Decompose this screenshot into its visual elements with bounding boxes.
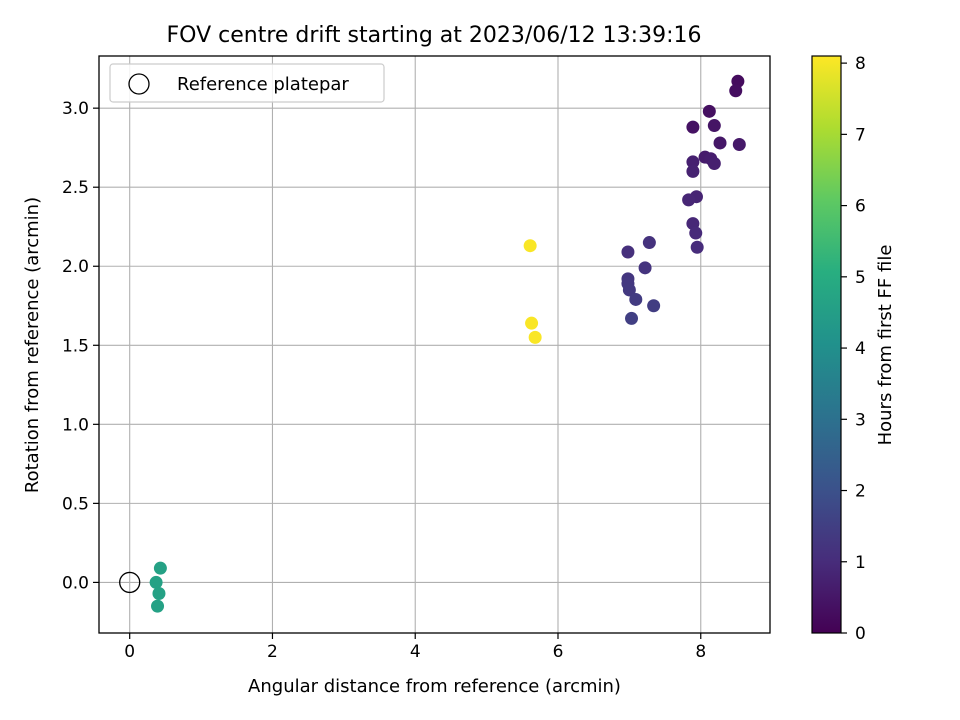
x-tick-label: 6 bbox=[553, 642, 564, 662]
data-point bbox=[621, 245, 635, 259]
data-point bbox=[713, 136, 727, 150]
data-point bbox=[690, 240, 704, 254]
colorbar-ticks: 0 1 2 3 4 5 6 7 8 bbox=[841, 54, 866, 644]
colorbar-tick-label: 1 bbox=[855, 553, 866, 573]
y-axis-label: Rotation from reference (arcmin) bbox=[22, 197, 43, 493]
data-point bbox=[707, 156, 721, 170]
plot-frame bbox=[98, 55, 771, 634]
x-tick-label: 8 bbox=[695, 642, 706, 662]
x-axis-label: Angular distance from reference (arcmin) bbox=[248, 676, 621, 697]
y-tick-label: 1.5 bbox=[62, 336, 89, 356]
data-point bbox=[707, 119, 721, 133]
data-point bbox=[152, 586, 166, 600]
x-tick-label: 0 bbox=[124, 642, 135, 662]
grid bbox=[99, 56, 770, 633]
colorbar-gradient bbox=[811, 55, 842, 634]
x-tick-label: 4 bbox=[410, 642, 421, 662]
data-point bbox=[689, 226, 703, 240]
data-point bbox=[647, 299, 661, 313]
data-point bbox=[642, 236, 656, 250]
colorbar-tick-label: 2 bbox=[855, 482, 866, 502]
colorbar-tick-label: 3 bbox=[855, 410, 866, 430]
x-tick-label: 2 bbox=[267, 642, 278, 662]
legend-box bbox=[109, 63, 385, 103]
colorbar-label: Hours from first FF file bbox=[875, 245, 896, 446]
legend-marker bbox=[128, 73, 150, 95]
y-tick-label: 0.0 bbox=[62, 573, 89, 593]
legend-entry: Reference platepar bbox=[177, 74, 349, 95]
data-point bbox=[682, 193, 696, 207]
reference-platepar-marker bbox=[119, 571, 141, 594]
colorbar-tick-label: 8 bbox=[855, 54, 866, 74]
colorbar-tick-label: 7 bbox=[855, 125, 866, 145]
legend: Reference platepar bbox=[109, 63, 385, 103]
data-point bbox=[702, 104, 716, 118]
x-axis-ticks: 0 2 4 6 8 bbox=[124, 633, 706, 662]
y-tick-label: 2.0 bbox=[62, 257, 89, 277]
data-point bbox=[622, 283, 636, 297]
colorbar: 0 1 2 3 4 5 6 7 8 Hours from first FF file bbox=[811, 54, 896, 644]
data-point bbox=[523, 239, 537, 253]
data-point bbox=[686, 120, 700, 134]
reference-marker-group bbox=[119, 571, 141, 594]
data-point bbox=[528, 330, 542, 344]
colorbar-tick-label: 6 bbox=[855, 197, 866, 217]
data-point bbox=[625, 311, 639, 325]
data-points bbox=[149, 74, 746, 613]
colorbar-tick-label: 4 bbox=[855, 339, 866, 359]
data-point bbox=[151, 599, 165, 613]
y-tick-label: 3.0 bbox=[62, 99, 89, 119]
data-point bbox=[729, 84, 743, 98]
data-point bbox=[686, 164, 700, 178]
y-tick-label: 2.5 bbox=[62, 178, 89, 198]
chart-title: FOV centre drift starting at 2023/06/12 … bbox=[167, 23, 702, 48]
colorbar-tick-label: 5 bbox=[855, 268, 866, 288]
data-point bbox=[638, 261, 652, 275]
colorbar-tick-label: 0 bbox=[855, 624, 866, 644]
y-tick-label: 0.5 bbox=[62, 494, 89, 514]
y-axis-ticks: 0.0 0.5 1.0 1.5 2.0 2.5 3.0 bbox=[62, 99, 99, 593]
data-point bbox=[525, 316, 539, 330]
data-point bbox=[732, 138, 746, 152]
data-point bbox=[149, 575, 163, 589]
data-point bbox=[153, 561, 167, 575]
data-point bbox=[686, 155, 700, 169]
data-point bbox=[629, 292, 643, 306]
y-tick-label: 1.0 bbox=[62, 415, 89, 435]
